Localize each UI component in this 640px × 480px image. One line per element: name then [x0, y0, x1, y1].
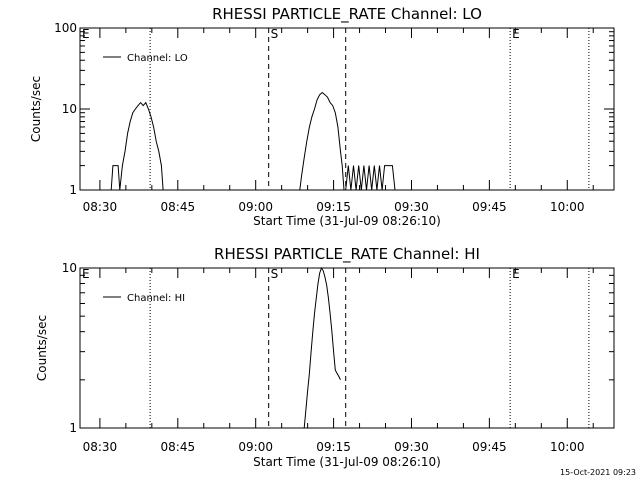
x-tick-label: 09:15	[316, 200, 351, 214]
x-tick-label: 08:30	[83, 200, 118, 214]
x-tick-label: 10:00	[550, 440, 585, 454]
x-axis-label-0: Start Time (31-Jul-09 08:26:10)	[253, 214, 441, 228]
y-tick-label: 10	[62, 261, 77, 275]
x-tick-label: 10:00	[550, 200, 585, 214]
x-tick-label: 09:00	[238, 200, 273, 214]
x-tick-label: 09:30	[394, 440, 429, 454]
y-tick-label: 1	[69, 421, 77, 435]
x-tick-label: 08:45	[161, 440, 196, 454]
x-tick-label: 09:45	[472, 200, 507, 214]
y-axis-label-1: Counts/sec	[35, 315, 49, 381]
y-tick-label: 100	[54, 21, 77, 35]
y-axis-label-0: Counts/sec	[29, 76, 43, 142]
plot-frame-1	[79, 267, 615, 429]
legend-entry-0: Channel: LO	[127, 53, 188, 64]
marker-label: S	[271, 267, 279, 281]
series-line-0-0-1	[299, 91, 345, 191]
x-tick-label: 09:00	[238, 440, 273, 454]
marker-label: S	[271, 27, 279, 41]
series-line-0-0-0	[110, 101, 164, 191]
y-tick-label: 1	[69, 183, 77, 197]
series-line-0-0-2	[345, 165, 398, 191]
chart-title-0: RHESSI PARTICLE_RATE Channel: LO	[212, 5, 482, 24]
x-tick-label: 09:30	[394, 200, 429, 214]
series-line-1-0-0	[303, 266, 341, 429]
x-tick-label: 09:15	[316, 440, 351, 454]
marker-label: E	[82, 27, 90, 41]
marker-label: E	[512, 27, 520, 41]
x-tick-label: 09:45	[472, 440, 507, 454]
marker-label: E	[512, 267, 520, 281]
marker-label: E	[82, 267, 90, 281]
y-tick-label: 10	[62, 102, 77, 116]
footer-timestamp: 15-Oct-2021 09:23	[560, 468, 636, 477]
x-tick-label: 08:30	[83, 440, 118, 454]
chart-title-1: RHESSI PARTICLE_RATE Channel: HI	[214, 245, 480, 264]
x-tick-label: 08:45	[161, 200, 196, 214]
legend-entry-1: Channel: HI	[127, 293, 185, 304]
x-axis-label-1: Start Time (31-Jul-09 08:26:10)	[253, 455, 441, 469]
